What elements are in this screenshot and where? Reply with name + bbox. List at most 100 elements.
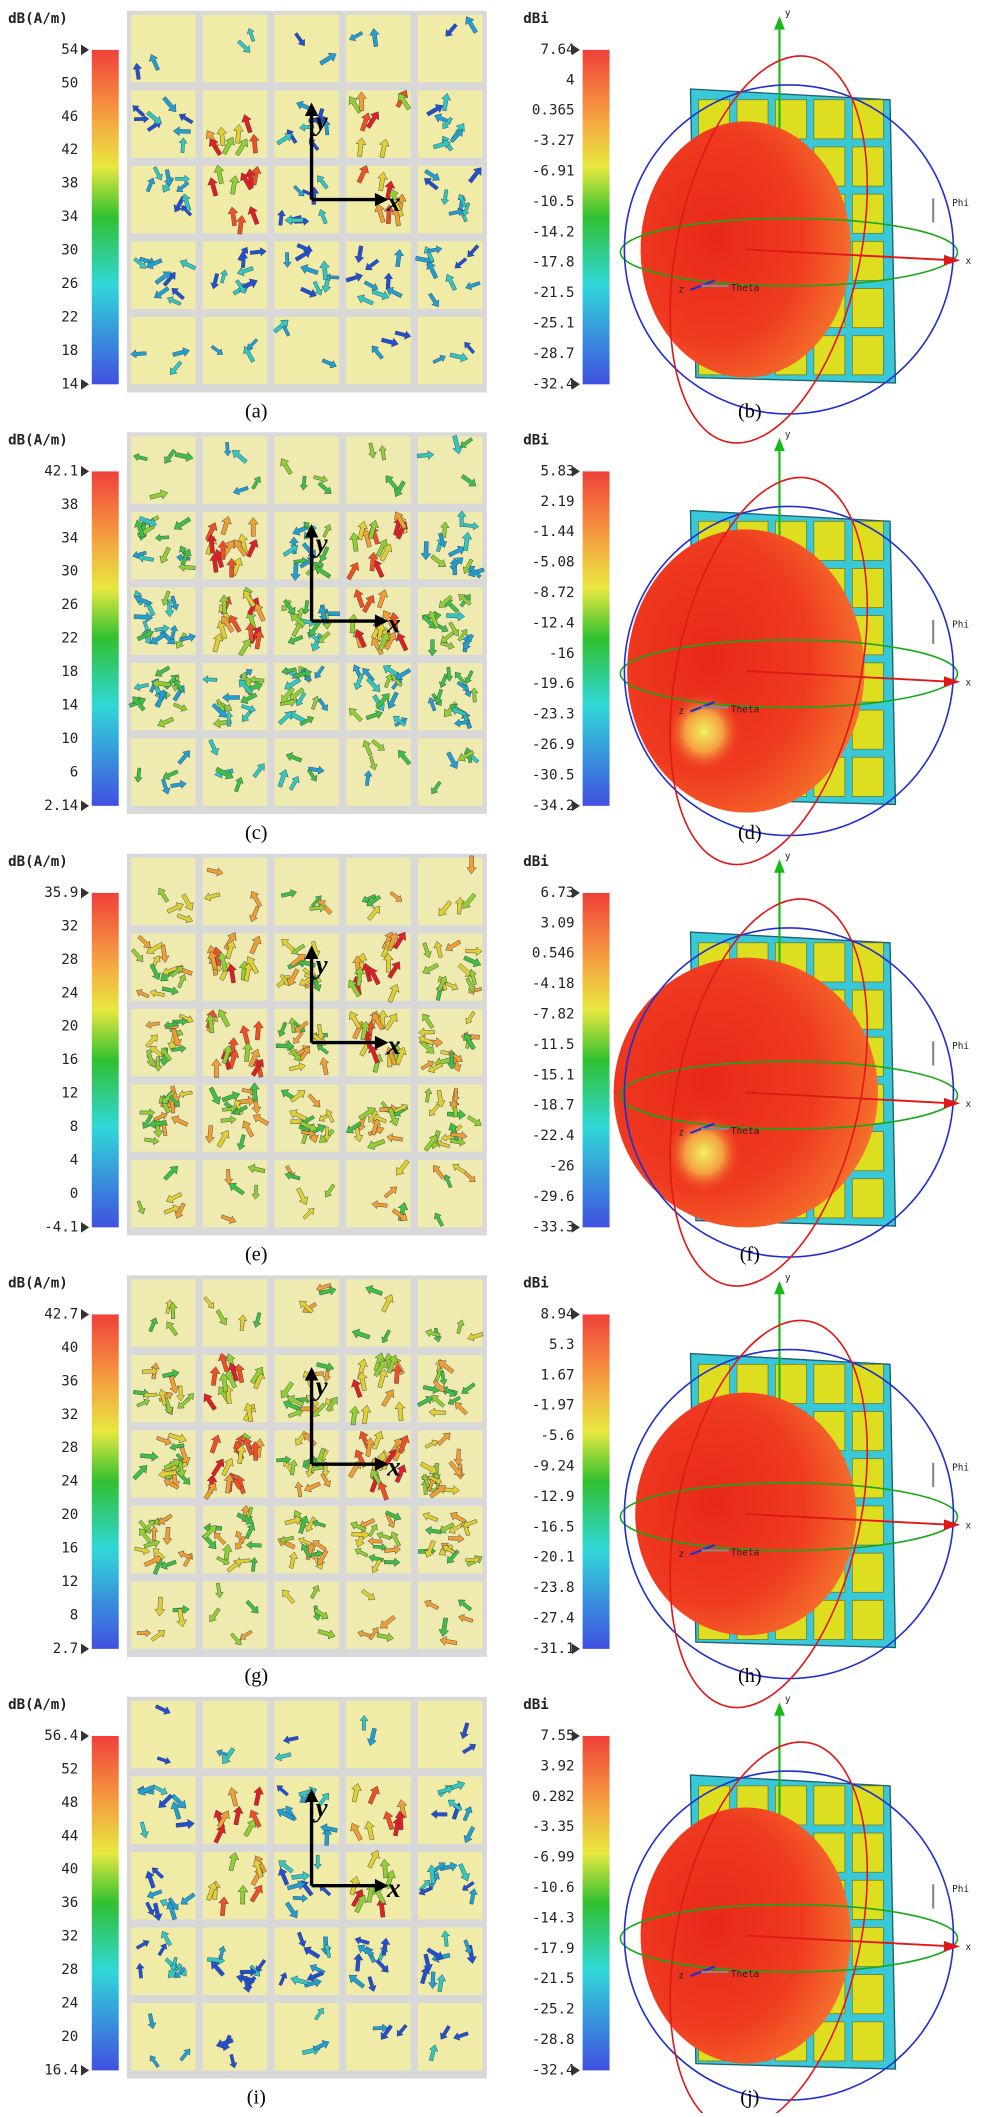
axis-label-3d: Phi xyxy=(952,1041,969,1052)
field-arrow xyxy=(424,178,439,191)
colorbar-tick: 0.365 xyxy=(532,103,575,119)
theta-circle xyxy=(623,84,955,415)
field-arrow xyxy=(229,175,240,195)
field-arrow xyxy=(132,696,146,712)
field-arrow xyxy=(394,1464,407,1484)
field-arrow xyxy=(249,935,262,955)
field-arrow xyxy=(281,666,297,676)
colorbar-marker xyxy=(80,887,90,899)
field-arrow xyxy=(249,675,265,684)
colorbar-tick: 20 xyxy=(61,2029,78,2045)
colorbar-tick: 3.09 xyxy=(540,915,574,931)
field-arrow xyxy=(394,1810,406,1831)
field-arrow xyxy=(135,1940,150,1950)
field-arrow xyxy=(317,1629,336,1640)
field-arrow xyxy=(422,1013,435,1029)
theta-circle xyxy=(623,505,955,837)
field-arrow xyxy=(386,1133,403,1143)
field-arrow xyxy=(170,966,184,978)
field-arrow xyxy=(146,941,165,955)
colorbar-marker xyxy=(571,800,580,812)
field-arrow xyxy=(371,1430,384,1450)
field-arrow xyxy=(152,1548,166,1560)
field-arrow xyxy=(293,184,305,197)
field-arrow xyxy=(233,539,248,557)
field-arrow xyxy=(423,1953,433,1972)
field-arrow xyxy=(149,489,169,500)
axis-head xyxy=(374,1878,389,1893)
field-arrow xyxy=(323,1943,332,1959)
field-arrow xyxy=(178,113,194,125)
field-arrow xyxy=(176,181,190,192)
field-arrow xyxy=(430,1809,448,1819)
field-arrow xyxy=(449,557,464,570)
field-arrow xyxy=(174,679,184,693)
colorbar xyxy=(91,1735,119,2071)
field-arrow xyxy=(203,1296,215,1309)
field-arrow xyxy=(253,629,265,650)
field-arrow xyxy=(241,704,256,713)
field-arrow xyxy=(202,1525,217,1540)
field-arrow xyxy=(467,565,482,579)
field-arrow xyxy=(218,1372,230,1393)
field-arrow xyxy=(253,603,266,622)
field-arrow xyxy=(319,546,330,562)
field-arrow xyxy=(274,1752,292,1762)
unit-cell xyxy=(202,316,268,385)
caption: (c) xyxy=(245,822,267,844)
field-arrow xyxy=(420,541,432,561)
lobe-hotspot xyxy=(666,1112,742,1194)
field-arrow xyxy=(147,2013,157,2030)
field-arrow xyxy=(218,1896,229,1917)
field-arrow xyxy=(438,1522,455,1534)
field-arrow xyxy=(251,476,261,490)
unit-cell xyxy=(417,738,483,806)
field-arrow xyxy=(428,1407,446,1418)
field-arrow xyxy=(209,1607,221,1623)
axis-head xyxy=(304,1367,319,1381)
field-arrow xyxy=(467,1115,482,1127)
field-arrow xyxy=(218,594,230,614)
colorbar-tick: -30.5 xyxy=(532,767,575,783)
field-arrow xyxy=(249,1809,262,1828)
axis-label-3d: Phi xyxy=(952,1463,969,1474)
field-arrow xyxy=(149,988,165,998)
field-arrow xyxy=(316,1549,329,1566)
field-arrow xyxy=(395,632,409,652)
field-arrow xyxy=(381,1389,395,1407)
field-arrow xyxy=(353,1953,364,1972)
field-arrow xyxy=(325,1396,338,1412)
field-arrow xyxy=(449,129,464,143)
field-arrow xyxy=(307,1093,321,1108)
colorbar-tick: 35.9 xyxy=(44,885,78,901)
field-arrow xyxy=(177,1397,191,1409)
field-arrow xyxy=(249,1884,263,1903)
theta-circle xyxy=(623,1348,955,1680)
colorbar-tick: -7.82 xyxy=(532,1007,575,1023)
axis-label-3d: Theta xyxy=(731,283,759,294)
colorbar-unit: dB(A/m) xyxy=(8,11,68,27)
field-arrow xyxy=(170,1801,182,1820)
field-arrow xyxy=(206,534,217,554)
field-arrow xyxy=(350,1521,367,1532)
field-arrow xyxy=(355,137,367,157)
colorbar-marker xyxy=(571,1643,580,1655)
field-arrow xyxy=(463,955,482,968)
field-arrow xyxy=(366,111,380,129)
field-arrow xyxy=(255,1958,267,1973)
field-arrow xyxy=(145,1901,155,1916)
field-arrow xyxy=(348,979,362,998)
field-arrow xyxy=(313,475,328,484)
axis-head xyxy=(774,1702,785,1716)
field-arrow xyxy=(372,559,385,579)
field-arrow xyxy=(294,32,305,47)
field-arrow xyxy=(456,680,470,691)
x-axis-3d xyxy=(745,670,953,683)
field-arrow xyxy=(376,1632,394,1642)
patch xyxy=(813,99,846,140)
field-arrow xyxy=(454,257,468,269)
field-arrow xyxy=(443,1174,453,1189)
field-arrow xyxy=(166,1321,179,1337)
field-arrow xyxy=(167,1432,187,1444)
